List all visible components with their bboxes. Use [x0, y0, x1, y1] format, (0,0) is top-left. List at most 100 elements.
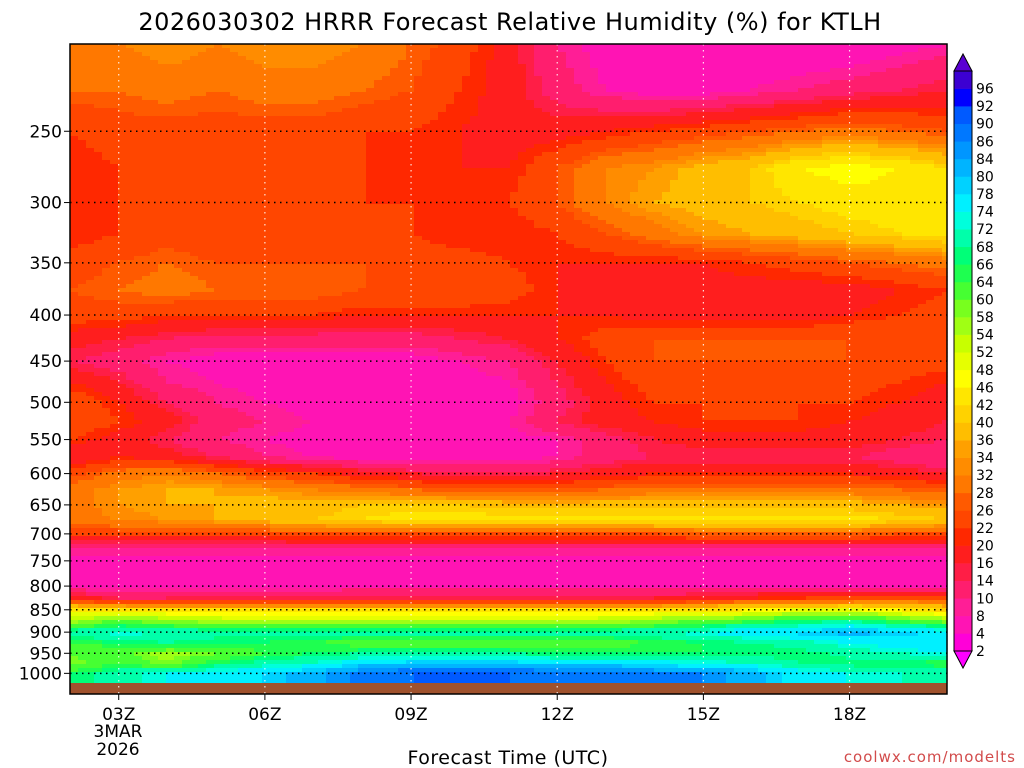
heatmap-cell: [862, 48, 871, 53]
heatmap-cell: [486, 196, 495, 201]
heatmap-cell: [630, 60, 639, 65]
heatmap-cell: [150, 152, 159, 157]
heatmap-cell: [142, 80, 151, 85]
heatmap-cell: [558, 220, 567, 225]
heatmap-cell: [494, 164, 503, 169]
heatmap-cell: [286, 140, 295, 145]
heatmap-cell: [598, 68, 607, 73]
heatmap-cell: [118, 224, 127, 229]
heatmap-cell: [766, 152, 775, 157]
heatmap-cell: [150, 124, 159, 129]
heatmap-cell: [246, 64, 255, 69]
heatmap-cell: [534, 92, 543, 97]
heatmap-cell: [374, 188, 383, 193]
heatmap-cell: [382, 48, 391, 53]
heatmap-cell: [214, 136, 223, 141]
heatmap-cell: [670, 84, 679, 89]
heatmap-cell: [630, 80, 639, 85]
heatmap-cell: [790, 108, 799, 113]
heatmap-cell: [774, 92, 783, 97]
heatmap-cell: [438, 52, 447, 57]
heatmap-cell: [694, 120, 703, 125]
heatmap-cell: [894, 100, 903, 105]
heatmap-cell: [398, 88, 407, 93]
heatmap-cell: [822, 112, 831, 117]
heatmap-cell: [446, 96, 455, 101]
heatmap-cell: [110, 56, 119, 61]
heatmap-cell: [606, 216, 615, 221]
heatmap-cell: [126, 84, 135, 89]
heatmap-cell: [598, 112, 607, 117]
heatmap-cell: [166, 80, 175, 85]
heatmap-cell: [686, 176, 695, 181]
heatmap-cell: [358, 56, 367, 61]
heatmap-cell: [206, 176, 215, 181]
heatmap-cell: [86, 120, 95, 125]
heatmap-cell: [166, 220, 175, 225]
heatmap-cell: [526, 144, 535, 149]
heatmap-cell: [158, 144, 167, 149]
heatmap-cell: [510, 216, 519, 221]
heatmap-cell: [918, 52, 927, 57]
heatmap-cell: [638, 60, 647, 65]
heatmap-cell: [790, 76, 799, 81]
heatmap-cell: [662, 160, 671, 165]
heatmap-cell: [726, 44, 735, 49]
heatmap-cell: [70, 144, 79, 149]
heatmap-cell: [846, 120, 855, 125]
heatmap-cell: [118, 220, 127, 225]
heatmap-cell: [878, 100, 887, 105]
heatmap-cell: [750, 68, 759, 73]
heatmap-cell: [222, 204, 231, 209]
heatmap-cell: [502, 200, 511, 205]
heatmap-cell: [406, 100, 415, 105]
heatmap-cell: [150, 64, 159, 69]
heatmap-cell: [454, 180, 463, 185]
heatmap-cell: [502, 48, 511, 53]
heatmap-cell: [350, 136, 359, 141]
heatmap-cell: [766, 96, 775, 101]
heatmap-cell: [518, 100, 527, 105]
heatmap-cell: [926, 104, 935, 109]
heatmap-cell: [118, 120, 127, 125]
heatmap-cell: [238, 108, 247, 113]
heatmap-cell: [830, 52, 839, 57]
heatmap-cell: [798, 148, 807, 153]
heatmap-cell: [398, 168, 407, 173]
heatmap-cell: [158, 132, 167, 137]
heatmap-cell: [190, 64, 199, 69]
heatmap-cell: [286, 176, 295, 181]
heatmap-cell: [622, 152, 631, 157]
heatmap-cell: [534, 60, 543, 65]
heatmap-cell: [566, 184, 575, 189]
heatmap-cell: [230, 144, 239, 149]
heatmap-cell: [670, 104, 679, 109]
heatmap-cell: [470, 176, 479, 181]
heatmap-cell: [86, 128, 95, 133]
heatmap-cell: [126, 224, 135, 229]
heatmap-cell: [534, 140, 543, 145]
heatmap-cell: [678, 208, 687, 213]
heatmap-cell: [270, 224, 279, 229]
heatmap-cell: [94, 220, 103, 225]
heatmap-cell: [566, 112, 575, 117]
heatmap-cell: [918, 188, 927, 193]
heatmap-cell: [294, 216, 303, 221]
heatmap-cell: [182, 188, 191, 193]
heatmap-cell: [246, 120, 255, 125]
heatmap-cell: [670, 208, 679, 213]
heatmap-cell: [902, 56, 911, 61]
heatmap-cell: [510, 180, 519, 185]
heatmap-cell: [902, 116, 911, 121]
heatmap-cell: [422, 152, 431, 157]
heatmap-cell: [542, 108, 551, 113]
heatmap-cell: [934, 116, 943, 121]
heatmap-cell: [182, 148, 191, 153]
heatmap-cell: [590, 176, 599, 181]
heatmap-cell: [886, 200, 895, 205]
heatmap-cell: [454, 120, 463, 125]
heatmap-cell: [294, 132, 303, 137]
heatmap-cell: [910, 156, 919, 161]
heatmap-cell: [870, 84, 879, 89]
heatmap-cell: [614, 56, 623, 61]
